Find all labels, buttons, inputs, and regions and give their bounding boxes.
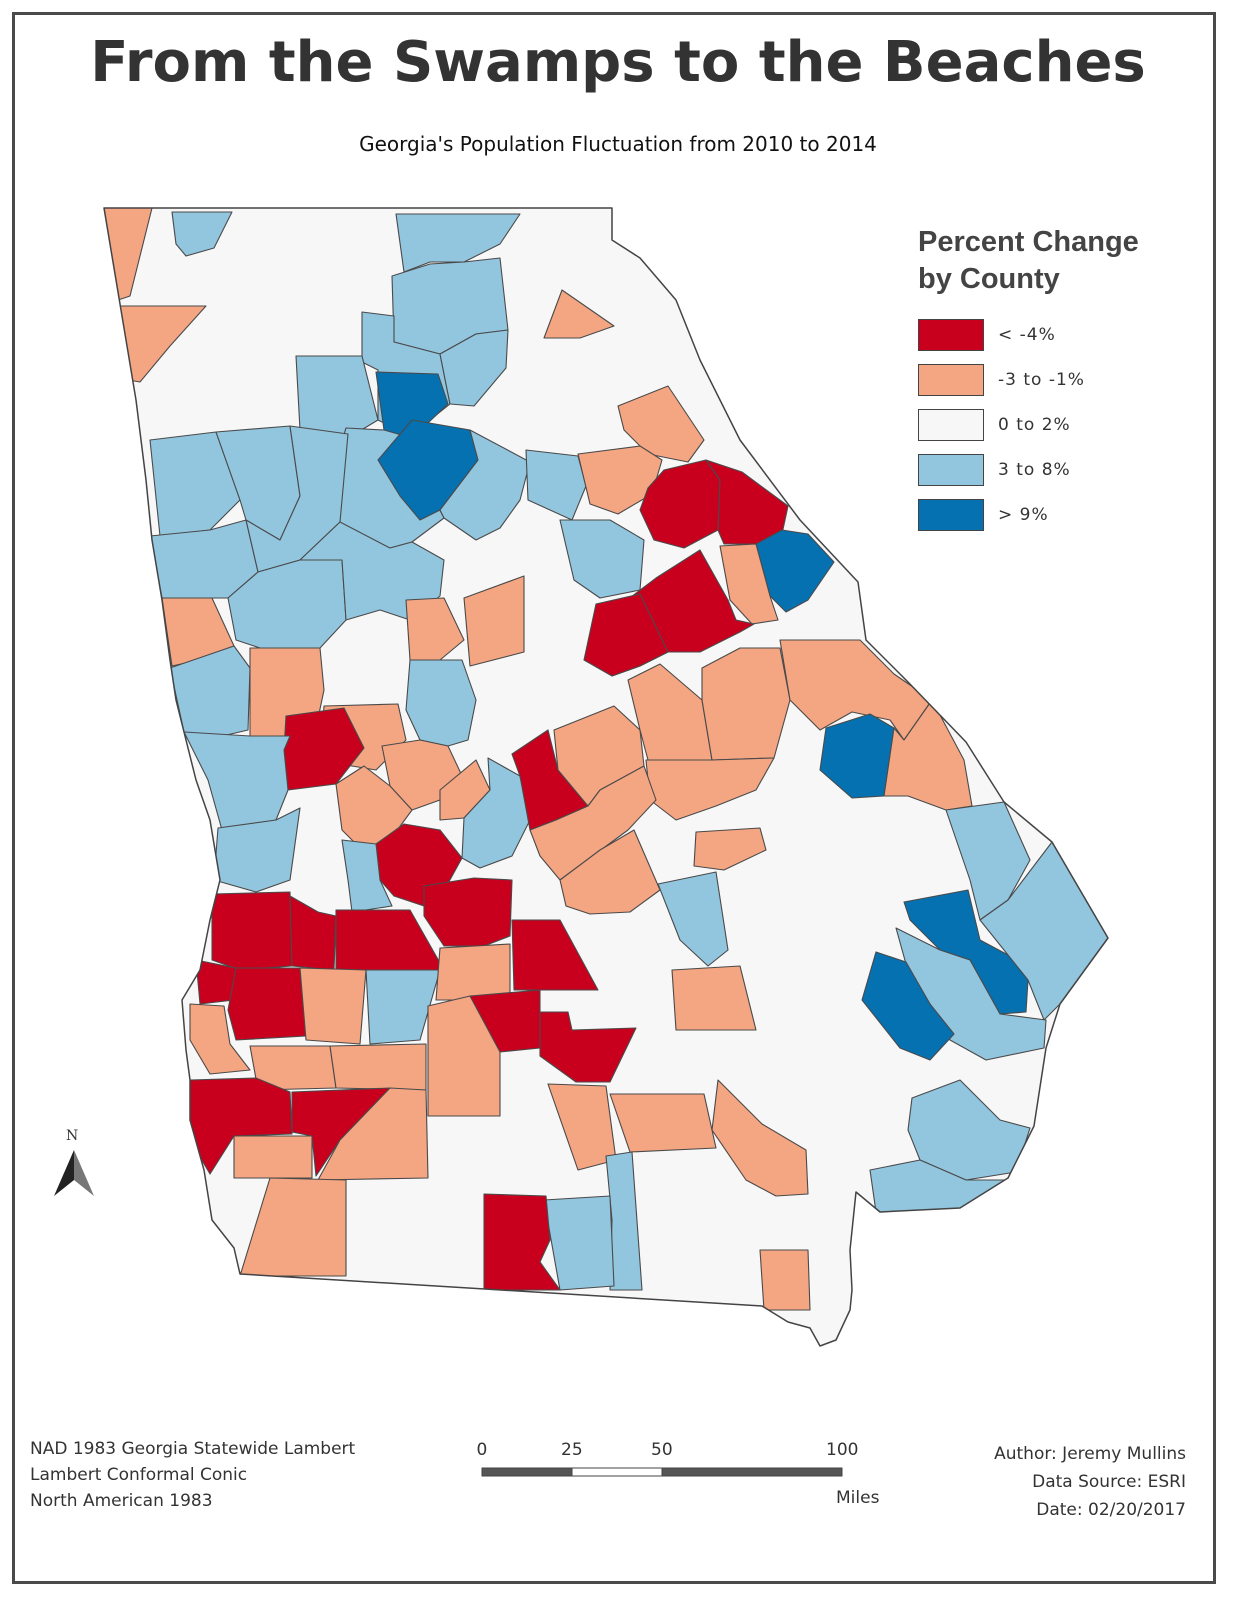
scale-bar-graphic [481,1467,843,1477]
north-arrow-letter: N [66,1128,79,1144]
scale-tick-label: 25 [561,1440,583,1460]
county-region [439,329,509,407]
county-region [559,519,645,599]
county-region [719,543,779,625]
legend-label: > 9% [998,504,1049,525]
credits: Author: Jeremy Mullins Data Source: ESRI… [994,1440,1186,1524]
county-region [329,1043,427,1091]
map-title: From the Swamps to the Beaches [90,30,1146,95]
county-region [583,593,669,677]
scale-segment [481,1467,573,1477]
legend-item-z2: 0 to 2% [918,402,1198,447]
legend-title: Percent Change by County [918,224,1198,298]
projection-line: North American 1983 [30,1491,213,1511]
scale-units: Miles [836,1488,880,1508]
county-region [671,965,757,1031]
county-region [543,289,615,339]
county-region [511,919,599,991]
legend-item-m3m1: -3 to -1% [918,357,1198,402]
county-region [289,895,337,971]
county-region [211,891,293,971]
county-region [405,659,477,747]
legend-swatch [918,408,984,441]
county-region [317,1087,429,1181]
projection-line: Lambert Conformal Conic [30,1465,248,1485]
scale-segment [661,1467,843,1477]
legend-swatch [918,498,984,531]
projection-line: NAD 1983 Georgia Statewide Lambert [30,1439,356,1459]
county-region [239,1177,347,1277]
county-region [427,995,501,1117]
legend-swatch [918,453,984,486]
county-region [617,385,705,463]
projection-info: NAD 1983 Georgia Statewide Lambert Lambe… [30,1436,355,1514]
county-region [227,967,307,1041]
legend-title-line2: by County [918,263,1060,295]
scale-segment [571,1467,663,1477]
county-region [183,731,291,831]
legend-item-p38: 3 to 8% [918,447,1198,492]
county-region [543,1195,615,1291]
legend-swatch [918,363,984,396]
county-region [779,639,933,741]
county-region [903,889,1029,1015]
county-region [657,871,729,967]
legend-label: < -4% [998,324,1056,345]
county-region [405,597,465,661]
county-region [525,449,587,521]
county-region [375,371,449,439]
county-region [711,1079,809,1197]
map-subtitle: Georgia's Population Fluctuation from 20… [359,132,877,156]
county-region [755,529,835,613]
scale-tick-label: 50 [651,1440,673,1460]
county-region [365,969,441,1045]
legend-swatch [918,318,984,351]
county-region [463,575,525,667]
legend-item-gt9: > 9% [918,492,1198,537]
county-region [189,1003,251,1075]
county-region [341,839,393,913]
legend-title-line1: Percent Change [918,226,1139,258]
county-region [171,211,233,257]
scale-bar: 0 25 50 100 Miles [470,1440,890,1510]
county-region [435,943,511,1001]
county-region [423,877,513,947]
georgia-state-outline [103,207,1109,1347]
county-region [693,827,767,871]
county-region [609,1093,717,1153]
data-source-credit: Data Source: ESRI [1032,1472,1186,1492]
north-arrow-icon [54,1150,94,1196]
county-region [861,951,955,1061]
county-region [299,967,367,1045]
legend-label: 0 to 2% [998,414,1071,435]
scale-tick-label: 100 [826,1440,859,1460]
legend-item-lt4: < -4% [918,312,1198,357]
county-region [299,521,445,621]
county-region [149,431,241,537]
author-credit: Author: Jeremy Mullins [994,1444,1186,1464]
county-region [701,647,791,761]
county-region [759,1249,811,1311]
county-region [529,765,657,881]
county-region [233,1135,313,1179]
county-region [335,765,413,851]
scale-tick-label: 0 [476,1440,488,1460]
county-region [645,757,775,821]
date-credit: Date: 02/20/2017 [1036,1500,1186,1520]
legend-label: 3 to 8% [998,459,1071,480]
county-region [559,829,661,915]
legend: Percent Change by County < -4% -3 to -1%… [918,224,1198,537]
county-region [539,1011,637,1083]
legend-label: -3 to -1% [998,369,1085,390]
